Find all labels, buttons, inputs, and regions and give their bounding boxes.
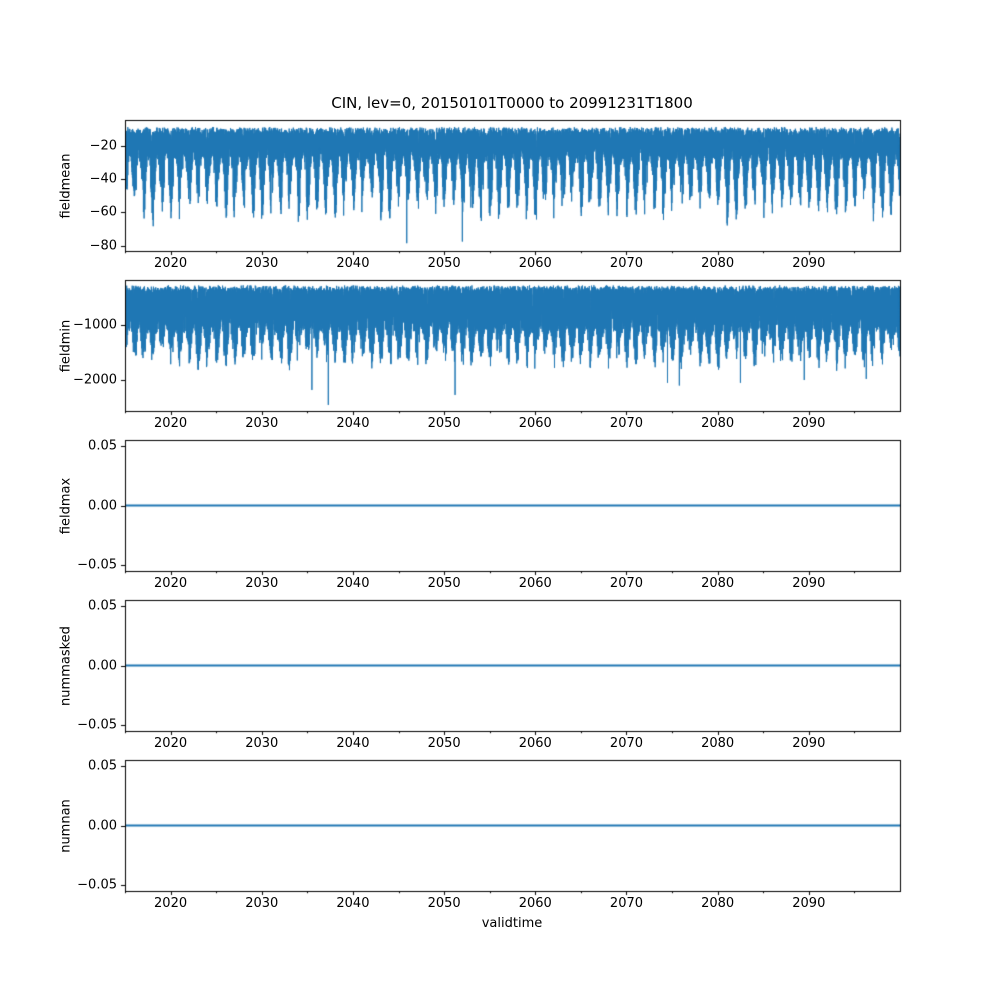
y-tick-label: −0.05 bbox=[77, 877, 117, 893]
x-tick-label: 2090 bbox=[792, 256, 826, 271]
x-tick-label: 2040 bbox=[336, 896, 370, 911]
x-axis-label: validtime bbox=[481, 916, 543, 931]
x-tick-label: 2080 bbox=[701, 736, 735, 751]
x-tick-label: 2020 bbox=[154, 736, 188, 751]
x-tick-label: 2060 bbox=[518, 896, 552, 911]
x-tick-label: 2040 bbox=[336, 576, 370, 591]
y-axis-label-nummasked: nummasked bbox=[58, 625, 74, 706]
y-tick-label: −0.05 bbox=[77, 557, 117, 573]
x-tick-label: 2020 bbox=[154, 416, 188, 431]
x-tick-label: 2090 bbox=[792, 896, 826, 911]
y-tick-label: −40 bbox=[89, 171, 117, 187]
x-tick-label: 2030 bbox=[245, 576, 279, 591]
x-tick-label: 2070 bbox=[609, 416, 644, 431]
x-tick-label: 2050 bbox=[427, 256, 461, 271]
x-tick-label: 2080 bbox=[701, 256, 735, 271]
y-tick-label: 0.05 bbox=[88, 758, 117, 774]
x-tick-label: 2050 bbox=[427, 576, 461, 591]
x-tick-label: 2040 bbox=[336, 736, 370, 751]
y-tick-label: 0.00 bbox=[88, 818, 117, 833]
x-tick-label: 2080 bbox=[701, 576, 735, 591]
x-tick-label: 2090 bbox=[792, 416, 826, 431]
x-tick-label: 2040 bbox=[336, 256, 370, 271]
x-tick-label: 2060 bbox=[518, 416, 552, 431]
y-tick-label: −0.05 bbox=[77, 717, 117, 733]
x-tick-label: 2050 bbox=[427, 416, 461, 431]
x-tick-label: 2040 bbox=[336, 416, 370, 431]
y-axis-label-fieldmean: fieldmean bbox=[58, 153, 74, 218]
y-axis-label-fieldmin: fieldmin bbox=[58, 319, 74, 372]
x-tick-label: 2070 bbox=[609, 256, 644, 271]
x-tick-label: 2030 bbox=[245, 256, 279, 271]
y-tick-label: −80 bbox=[89, 238, 117, 254]
x-tick-label: 2080 bbox=[701, 416, 735, 431]
y-tick-label: 0.05 bbox=[88, 438, 117, 454]
x-tick-label: 2030 bbox=[245, 416, 279, 431]
x-tick-label: 2060 bbox=[518, 576, 552, 591]
y-tick-label: 0.00 bbox=[88, 658, 117, 673]
y-tick-label: −1000 bbox=[73, 317, 117, 333]
y-tick-label: 0.05 bbox=[88, 598, 117, 614]
y-tick-label: −20 bbox=[89, 138, 117, 154]
y-tick-label: −60 bbox=[89, 204, 117, 220]
x-tick-label: 2080 bbox=[701, 896, 735, 911]
x-tick-label: 2060 bbox=[518, 736, 552, 751]
x-tick-label: 2070 bbox=[609, 896, 644, 911]
x-tick-label: 2090 bbox=[792, 576, 826, 591]
x-tick-label: 2090 bbox=[792, 736, 826, 751]
x-tick-label: 2020 bbox=[154, 256, 188, 271]
y-axis-label-numnan: numnan bbox=[58, 798, 74, 853]
x-tick-label: 2030 bbox=[245, 736, 279, 751]
x-tick-label: 2070 bbox=[609, 576, 644, 591]
y-tick-label: −2000 bbox=[73, 372, 117, 388]
chart-title: CIN, lev=0, 20150101T0000 to 20991231T18… bbox=[331, 94, 693, 112]
x-tick-label: 2050 bbox=[427, 736, 461, 751]
y-tick-label: 0.00 bbox=[88, 498, 117, 513]
y-axis-label-fieldmax: fieldmax bbox=[58, 477, 74, 534]
x-tick-label: 2020 bbox=[154, 896, 188, 911]
x-tick-label: 2030 bbox=[245, 896, 279, 911]
x-tick-label: 2020 bbox=[154, 576, 188, 591]
x-tick-label: 2070 bbox=[609, 736, 644, 751]
x-tick-label: 2060 bbox=[518, 256, 552, 271]
x-tick-label: 2050 bbox=[427, 896, 461, 911]
